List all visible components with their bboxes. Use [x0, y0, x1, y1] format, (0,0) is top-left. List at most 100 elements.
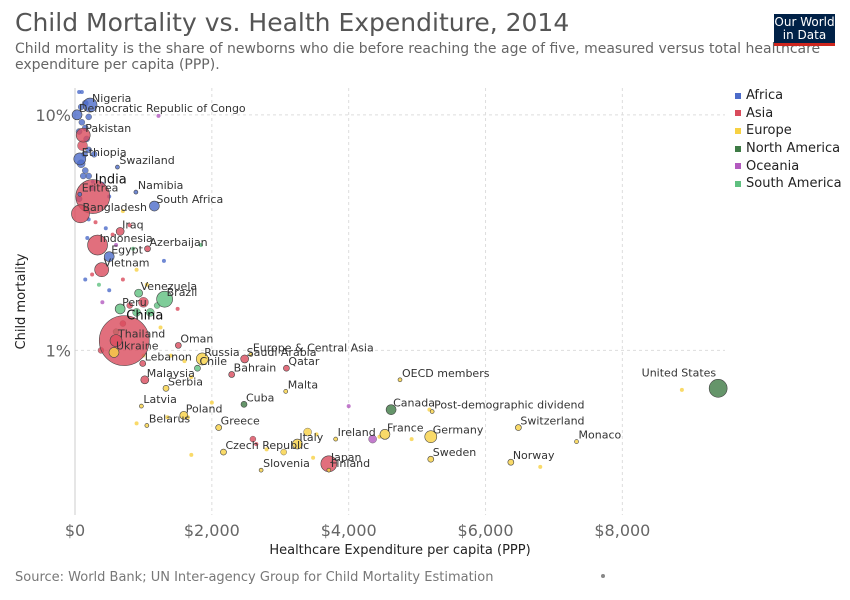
logo-line-1: Our World — [774, 15, 835, 29]
point-label: Japan — [330, 451, 362, 464]
point-label: United States — [642, 366, 717, 379]
x-axis-label: Healthcare Expenditure per capita (PPP) — [269, 543, 530, 558]
data-point — [249, 435, 257, 443]
logo-line-2: in Data — [782, 28, 827, 42]
data-point — [311, 455, 316, 460]
data-point-chile — [194, 364, 201, 372]
data-point-saudi-arabia — [240, 354, 249, 364]
data-point-russia — [195, 352, 209, 366]
data-point — [168, 353, 173, 358]
point-label: Iraq — [122, 218, 144, 231]
data-point-malaysia — [140, 375, 150, 385]
point-label: Latvia — [143, 393, 177, 406]
legend-swatch — [735, 110, 741, 117]
legend-label: South America — [746, 176, 842, 192]
data-point-oecd-members — [397, 377, 403, 383]
data-point-pakistan — [75, 127, 91, 143]
point-label: Indonesia — [100, 232, 153, 245]
data-point — [90, 272, 95, 277]
data-point-canada — [385, 404, 397, 415]
data-point-united-states — [708, 379, 728, 398]
data-point — [85, 172, 92, 180]
point-label: Finland — [331, 457, 370, 470]
data-point-ethiopia — [73, 152, 87, 166]
data-point-swaziland — [115, 164, 120, 170]
point-label: Russia — [204, 346, 239, 359]
data-point — [409, 437, 414, 442]
legend-label: Europe — [746, 123, 792, 139]
point-label: Serbia — [168, 375, 203, 388]
data-point — [144, 282, 149, 287]
data-point-namibia — [133, 189, 139, 195]
data-point-serbia — [162, 385, 170, 392]
data-point-indonesia — [87, 234, 108, 256]
data-point — [131, 246, 136, 251]
point-label: Greece — [221, 415, 260, 428]
point-label: Chile — [199, 355, 227, 368]
legend-item-europe[interactable]: Europe — [735, 122, 842, 140]
data-point — [189, 452, 194, 457]
data-point-germany — [424, 430, 438, 443]
point-label: Vietnam — [104, 257, 150, 270]
legend-label: Africa — [746, 88, 784, 104]
legend-item-oceania[interactable]: Oceania — [735, 157, 842, 175]
data-point — [85, 146, 92, 154]
point-label: Peru — [122, 296, 147, 309]
point-label: Germany — [433, 424, 484, 437]
point-label: Pakistan — [85, 122, 131, 135]
y-tick-label: 10% — [35, 106, 71, 125]
data-point — [209, 400, 214, 405]
data-point-brazil — [156, 290, 173, 308]
y-tick-label: 1% — [46, 341, 71, 360]
owid-logo[interactable]: Our World in Data — [774, 14, 835, 46]
data-point-slovenia — [258, 467, 264, 473]
chart-title: Child Mortality vs. Health Expenditure, … — [15, 8, 570, 37]
legend-item-north-america[interactable]: North America — [735, 140, 842, 158]
data-point — [165, 415, 170, 420]
legend-item-south-america[interactable]: South America — [735, 175, 842, 193]
data-point — [110, 232, 115, 237]
data-point-greece — [215, 424, 222, 431]
data-point-switzerland — [515, 424, 522, 431]
data-point — [679, 387, 684, 392]
legend-item-africa[interactable]: Africa — [735, 87, 842, 105]
data-point-france — [379, 429, 391, 440]
data-point — [538, 464, 543, 469]
y-axis-label: Child mortality — [14, 253, 29, 349]
point-label: Bahrain — [234, 361, 277, 374]
point-label: Swaziland — [119, 154, 174, 167]
data-point-bangladesh — [71, 204, 90, 224]
point-label: Oman — [180, 332, 213, 345]
data-point — [161, 258, 166, 263]
point-label: Ethiopia — [82, 146, 127, 159]
data-point-malta — [283, 389, 289, 394]
legend-swatch — [735, 127, 741, 134]
data-point-ukraine — [108, 347, 120, 358]
point-label: Norway — [513, 449, 555, 462]
x-tick-label: $6,000 — [458, 521, 514, 540]
data-point-sweden — [427, 455, 435, 463]
data-point-europe-central-asia — [248, 352, 254, 357]
legend-item-asia[interactable]: Asia — [735, 105, 842, 123]
data-point — [198, 243, 203, 248]
data-point — [134, 267, 139, 272]
data-point — [254, 442, 259, 447]
point-label: Switzerland — [520, 415, 584, 428]
data-point-vietnam — [94, 262, 109, 278]
region-legend[interactable]: Africa Asia Europe North America Oceania Sout… — [735, 87, 842, 193]
data-point — [120, 277, 125, 282]
point-label: Europe & Central Asia — [253, 342, 374, 355]
data-point-poland — [179, 411, 189, 420]
data-point-bahrain — [228, 371, 235, 378]
data-point — [93, 220, 98, 225]
data-point-iraq — [115, 227, 125, 236]
point-label: OECD members — [402, 367, 490, 380]
point-label: Egypt — [111, 244, 143, 257]
x-tick-label: $0 — [65, 521, 85, 540]
data-point — [134, 421, 139, 426]
point-label: Malta — [288, 378, 318, 391]
point-label: Azerbaijan — [150, 236, 208, 249]
data-point — [80, 172, 87, 180]
data-point — [280, 448, 287, 456]
point-label: Slovenia — [263, 457, 310, 470]
